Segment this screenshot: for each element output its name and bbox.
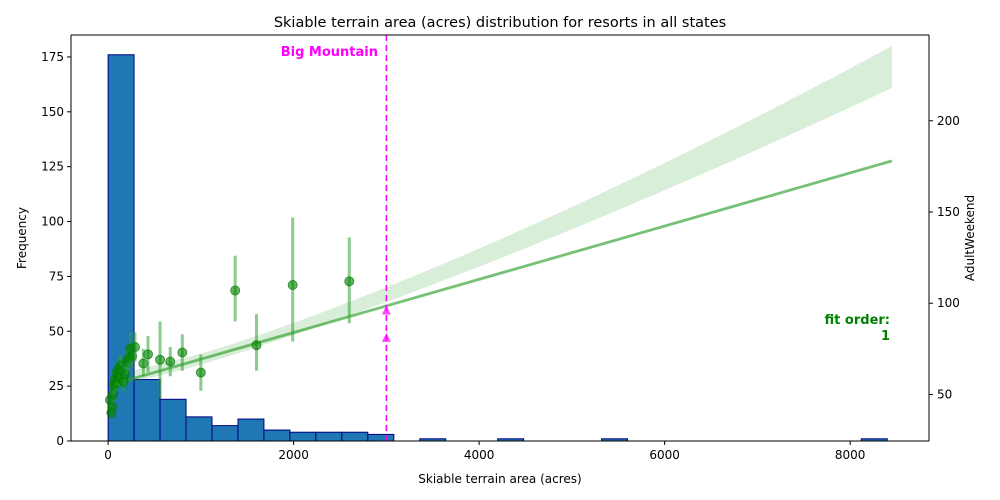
histogram-bar	[185, 416, 213, 442]
x-tick-label: 6000	[649, 448, 680, 462]
y2-axis-label: AdultWeekend	[963, 195, 977, 281]
big-mountain-price-marker	[381, 332, 391, 342]
axes	[70, 34, 930, 442]
y2-tick-label: 150	[937, 205, 960, 219]
histogram-bar	[315, 431, 343, 442]
y-tick-label: 100	[41, 215, 64, 229]
data-point	[107, 402, 118, 413]
y2-tick-label: 100	[937, 296, 960, 310]
y-tick-label: 175	[41, 50, 64, 64]
y2-tick-label: 200	[937, 114, 960, 128]
data-point	[344, 276, 355, 287]
y-tick-label: 0	[56, 434, 64, 448]
y-tick-label: 25	[49, 379, 64, 393]
x-axis-label: Skiable terrain area (acres)	[418, 472, 581, 486]
histogram-bars	[107, 54, 888, 442]
data-point	[251, 340, 262, 351]
regression-series	[104, 159, 893, 419]
x-tick-label: 4000	[464, 448, 495, 462]
regression-confidence-band	[109, 45, 892, 388]
big-mountain-marker	[381, 35, 391, 441]
y2-tick-label: 50	[937, 387, 952, 401]
x-tick-label: 8000	[835, 448, 866, 462]
histogram-bar	[159, 398, 187, 442]
data-point	[165, 356, 176, 367]
y-tick-label: 50	[49, 324, 64, 338]
histogram-bar	[133, 379, 161, 442]
data-point	[155, 354, 166, 365]
big-mountain-label: Big Mountain	[281, 45, 378, 60]
confidence-band	[109, 45, 892, 388]
data-point	[130, 342, 141, 353]
histogram-bar	[341, 431, 369, 442]
histogram-bar	[211, 425, 239, 442]
x-tick-label: 0	[104, 448, 112, 462]
data-point	[230, 285, 241, 296]
data-point	[287, 279, 298, 290]
data-point	[142, 349, 153, 360]
data-point	[195, 367, 206, 378]
y-tick-label: 75	[49, 269, 64, 283]
ticks: 0 2000 4000 6000 8000 0 25 50 75 100 125 150 175 50 10…	[41, 50, 960, 462]
data-point	[177, 347, 188, 358]
regression-line	[109, 159, 893, 387]
chart-title: Skiable terrain area (acres) distributio…	[274, 15, 726, 31]
y-axis-label: Frequency	[15, 207, 29, 269]
histogram-bar	[263, 429, 291, 442]
histogram-bar	[289, 431, 317, 442]
big-mountain-price-marker	[381, 305, 391, 315]
y-tick-label: 150	[41, 105, 64, 119]
fit-order-label: fit order:	[825, 313, 890, 328]
histogram-bar	[367, 433, 395, 442]
fit-order-value: 1	[881, 329, 890, 344]
histogram-bar	[237, 418, 265, 442]
x-tick-label: 2000	[278, 448, 309, 462]
y-tick-label: 125	[41, 160, 64, 174]
